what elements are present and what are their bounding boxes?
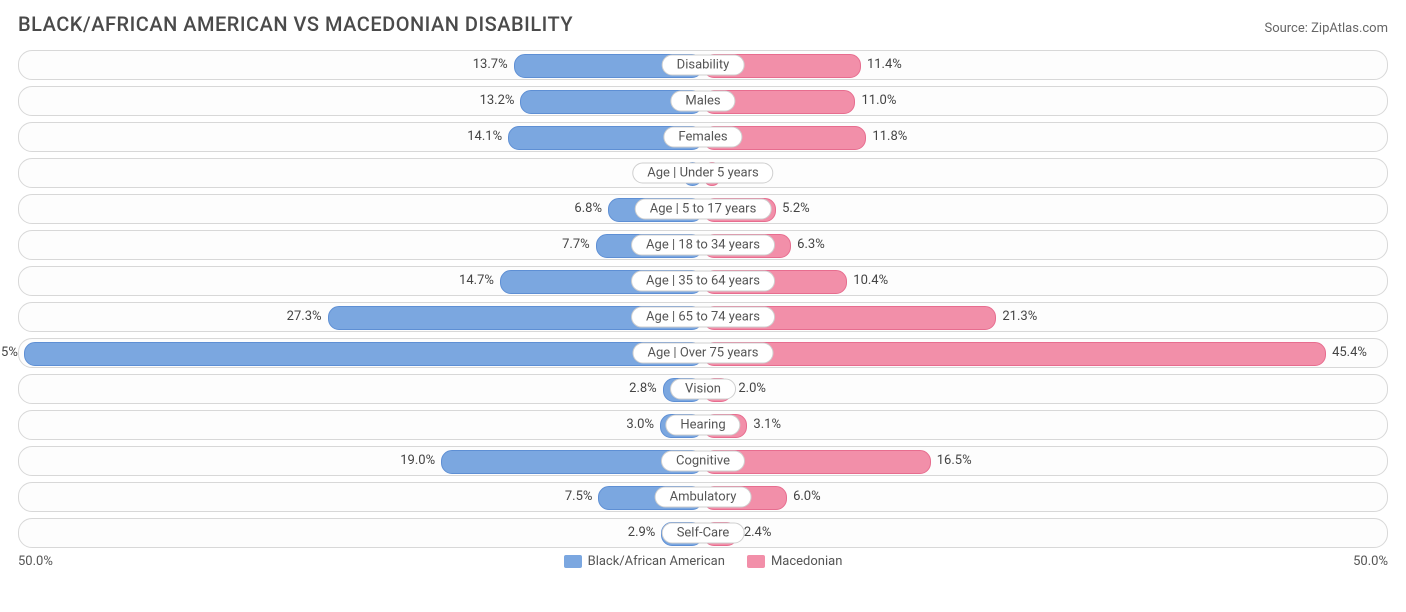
value-label-right: 11.8% xyxy=(872,123,907,151)
legend-item-left: Black/African American xyxy=(564,554,725,569)
chart-row: 27.3% 21.3% Age | 65 to 74 years xyxy=(18,302,1388,332)
category-badge: Self-Care xyxy=(662,523,745,544)
value-label-right: 11.4% xyxy=(867,51,902,79)
category-badge: Age | 5 to 17 years xyxy=(635,199,772,220)
value-label-left: 3.0% xyxy=(626,411,654,439)
value-label-right: 6.0% xyxy=(793,483,821,511)
chart-title: BLACK/AFRICAN AMERICAN VS MACEDONIAN DIS… xyxy=(18,12,573,36)
category-badge: Cognitive xyxy=(661,451,745,472)
chart-row: 1.4%1.2%Age | Under 5 years xyxy=(18,158,1388,188)
value-label-right: 2.4% xyxy=(744,519,772,547)
value-label-left: 2.9% xyxy=(628,519,656,547)
legend-label-left: Black/African American xyxy=(588,554,725,569)
value-label-left: 14.7% xyxy=(459,267,494,295)
chart-footer: 50.0% Black/African American Macedonian … xyxy=(18,554,1388,569)
value-label-right: 2.0% xyxy=(738,375,766,403)
chart-row: 3.0% 3.1% Hearing xyxy=(18,410,1388,440)
value-label-left: 49.5% xyxy=(0,339,18,367)
chart-row: 13.7% 11.4% Disability xyxy=(18,50,1388,80)
value-label-left: 6.8% xyxy=(574,195,602,223)
value-label-left: 14.1% xyxy=(467,123,502,151)
bar-left xyxy=(24,342,703,366)
axis-max-left: 50.0% xyxy=(18,554,53,569)
value-label-right: 5.2% xyxy=(782,195,810,223)
category-badge: Age | 18 to 34 years xyxy=(631,235,775,256)
axis-max-right: 50.0% xyxy=(1353,554,1388,569)
legend-label-right: Macedonian xyxy=(771,554,842,569)
value-label-left: 13.7% xyxy=(473,51,508,79)
chart-row: 13.2% 11.0% Males xyxy=(18,86,1388,116)
category-badge: Age | Over 75 years xyxy=(633,343,774,364)
value-label-right: 10.4% xyxy=(853,267,888,295)
category-badge: Vision xyxy=(670,379,736,400)
value-label-right: 45.4% xyxy=(1332,339,1367,367)
category-badge: Age | Under 5 years xyxy=(632,163,773,184)
category-badge: Age | 65 to 74 years xyxy=(631,307,775,328)
category-badge: Hearing xyxy=(665,415,740,436)
bar-right xyxy=(703,342,1326,366)
chart-row: 2.9% 2.4%Self-Care xyxy=(18,518,1388,548)
value-label-right: 11.0% xyxy=(861,87,896,115)
chart-source: Source: ZipAtlas.com xyxy=(1264,21,1388,36)
chart-row: 14.7% 10.4% Age | 35 to 64 years xyxy=(18,266,1388,296)
category-badge: Males xyxy=(670,91,735,112)
legend-swatch-left xyxy=(564,555,582,568)
chart-header: BLACK/AFRICAN AMERICAN VS MACEDONIAN DIS… xyxy=(18,12,1388,36)
diverging-bar-chart: 13.7% 11.4% Disability 13.2% 11.0% Males 14.1%… xyxy=(18,50,1388,548)
value-label-left: 7.7% xyxy=(562,231,590,259)
value-label-left: 7.5% xyxy=(565,483,593,511)
legend-item-right: Macedonian xyxy=(747,554,842,569)
chart-row: 2.8% 2.0%Vision xyxy=(18,374,1388,404)
value-label-right: 3.1% xyxy=(753,411,781,439)
value-label-left: 19.0% xyxy=(400,447,435,475)
chart-row: 19.0% 16.5% Cognitive xyxy=(18,446,1388,476)
category-badge: Disability xyxy=(662,55,745,76)
value-label-left: 13.2% xyxy=(480,87,515,115)
chart-row: 7.7% 6.3% Age | 18 to 34 years xyxy=(18,230,1388,260)
value-label-right: 6.3% xyxy=(797,231,825,259)
legend: Black/African American Macedonian xyxy=(564,554,843,569)
value-label-right: 16.5% xyxy=(937,447,972,475)
value-label-right: 21.3% xyxy=(1002,303,1037,331)
category-badge: Age | 35 to 64 years xyxy=(631,271,775,292)
category-badge: Females xyxy=(663,127,742,148)
chart-row: 7.5% 6.0% Ambulatory xyxy=(18,482,1388,512)
category-badge: Ambulatory xyxy=(655,487,752,508)
chart-row: 49.5%45.4%Age | Over 75 years xyxy=(18,338,1388,368)
chart-row: 6.8% 5.2% Age | 5 to 17 years xyxy=(18,194,1388,224)
value-label-left: 2.8% xyxy=(629,375,657,403)
value-label-left: 27.3% xyxy=(287,303,322,331)
legend-swatch-right xyxy=(747,555,765,568)
chart-row: 14.1% 11.8% Females xyxy=(18,122,1388,152)
